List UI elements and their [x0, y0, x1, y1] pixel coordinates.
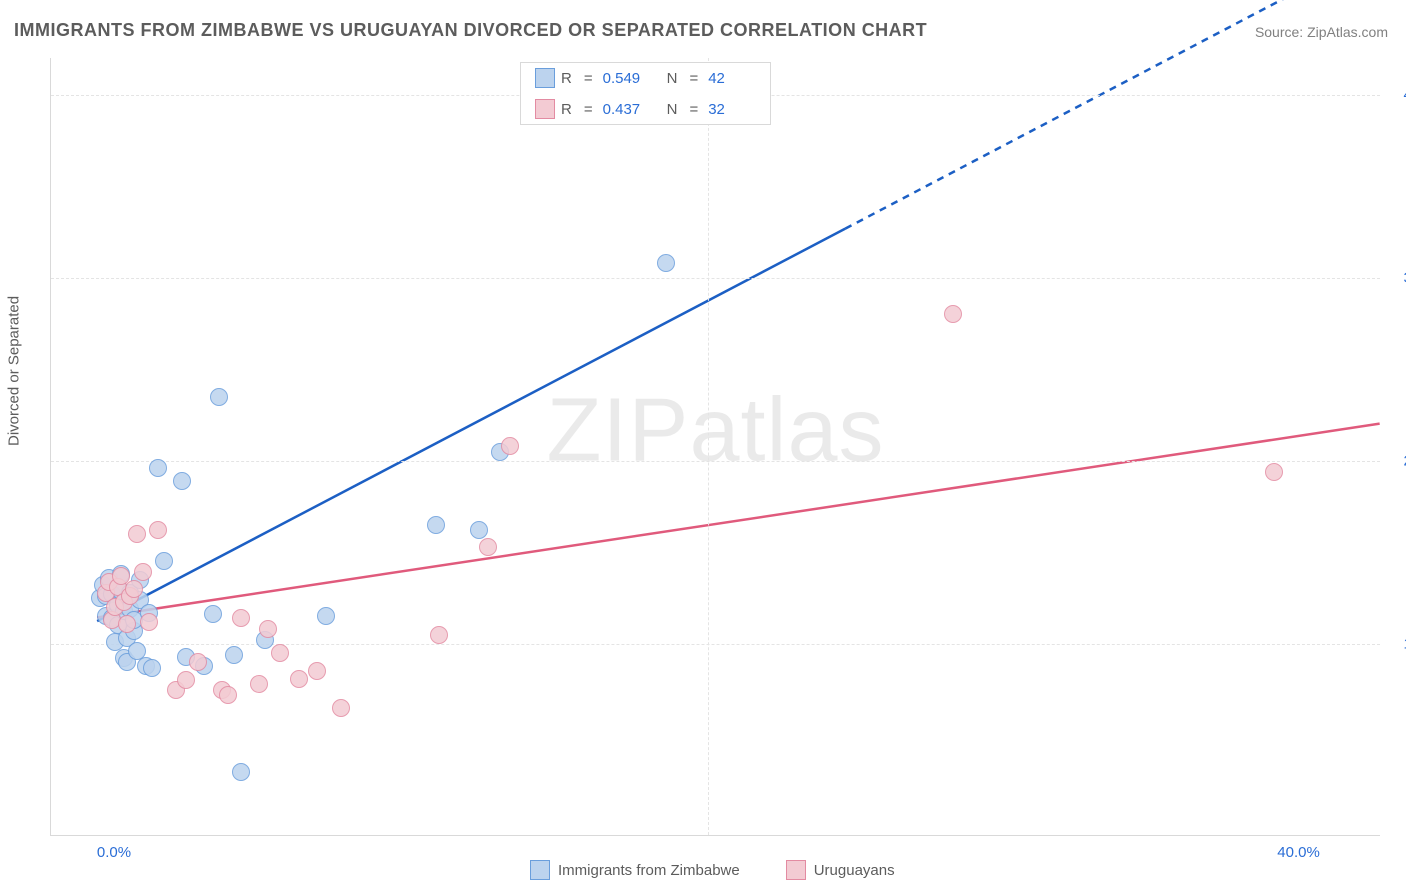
data-point-uruguay — [125, 580, 143, 598]
data-point-zimbabwe — [143, 659, 161, 677]
data-point-zimbabwe — [317, 607, 335, 625]
data-point-uruguay — [501, 437, 519, 455]
source-value: ZipAtlas.com — [1307, 24, 1388, 40]
legend-swatch — [535, 99, 555, 119]
data-point-zimbabwe — [210, 388, 228, 406]
source-label-text: Source: — [1255, 24, 1303, 40]
data-point-uruguay — [271, 644, 289, 662]
legend-n-value: 32 — [708, 101, 756, 118]
data-point-zimbabwe — [149, 459, 167, 477]
data-point-zimbabwe — [427, 516, 445, 534]
legend-r-label: R — [561, 101, 572, 118]
legend-stats-row-zimbabwe: R = 0.549 N = 42 — [521, 63, 770, 93]
trend-lines-layer — [51, 58, 1380, 835]
data-point-zimbabwe — [657, 254, 675, 272]
data-point-uruguay — [308, 662, 326, 680]
y-tick-label: 20.0% — [1386, 452, 1406, 469]
x-tick-label: 40.0% — [1277, 844, 1320, 861]
legend-r-value: 0.437 — [603, 101, 651, 118]
trend-line — [97, 229, 845, 621]
legend-n-label: N — [667, 70, 678, 87]
y-axis-label: Divorced or Separated — [6, 296, 23, 446]
data-point-uruguay — [232, 609, 250, 627]
chart-plot-area: ZIPatlas 10.0%20.0%30.0%40.0%0.0%40.0% — [50, 58, 1380, 836]
data-point-uruguay — [134, 563, 152, 581]
data-point-uruguay — [259, 620, 277, 638]
grid-line-h — [51, 461, 1380, 462]
legend-item-label: Uruguayans — [814, 862, 895, 879]
legend-series: Immigrants from Zimbabwe Uruguayans — [530, 860, 931, 880]
legend-stats: R = 0.549 N = 42 R = 0.437 N = 32 — [520, 62, 771, 125]
chart-title: IMMIGRANTS FROM ZIMBABWE VS URUGUAYAN DI… — [14, 20, 927, 41]
data-point-uruguay — [944, 305, 962, 323]
data-point-uruguay — [250, 675, 268, 693]
legend-swatch — [535, 68, 555, 88]
y-tick-label: 10.0% — [1386, 635, 1406, 652]
data-point-uruguay — [479, 538, 497, 556]
legend-n-value: 42 — [708, 70, 756, 87]
legend-r-value: 0.549 — [603, 70, 651, 87]
grid-line-v — [708, 58, 709, 835]
data-point-zimbabwe — [232, 763, 250, 781]
legend-n-label: N — [667, 101, 678, 118]
data-point-uruguay — [430, 626, 448, 644]
data-point-uruguay — [128, 525, 146, 543]
legend-swatch — [530, 860, 550, 880]
data-point-uruguay — [140, 613, 158, 631]
legend-swatch — [786, 860, 806, 880]
equals-icon: = — [584, 101, 593, 118]
data-point-uruguay — [177, 671, 195, 689]
y-tick-label: 30.0% — [1386, 269, 1406, 286]
x-tick-label: 0.0% — [97, 844, 131, 861]
y-tick-label: 40.0% — [1386, 86, 1406, 103]
legend-stats-row-uruguay: R = 0.437 N = 32 — [521, 93, 770, 124]
data-point-uruguay — [118, 615, 136, 633]
data-point-uruguay — [290, 670, 308, 688]
data-point-zimbabwe — [470, 521, 488, 539]
legend-item-zimbabwe: Immigrants from Zimbabwe — [530, 860, 740, 880]
data-point-uruguay — [219, 686, 237, 704]
legend-item-label: Immigrants from Zimbabwe — [558, 862, 740, 879]
data-point-zimbabwe — [225, 646, 243, 664]
data-point-zimbabwe — [173, 472, 191, 490]
grid-line-h — [51, 644, 1380, 645]
equals-icon: = — [689, 70, 698, 87]
data-point-uruguay — [332, 699, 350, 717]
data-point-uruguay — [1265, 463, 1283, 481]
data-point-uruguay — [189, 653, 207, 671]
grid-line-h — [51, 278, 1380, 279]
source-label: Source: ZipAtlas.com — [1255, 24, 1388, 40]
legend-r-label: R — [561, 70, 572, 87]
equals-icon: = — [689, 101, 698, 118]
data-point-zimbabwe — [204, 605, 222, 623]
data-point-uruguay — [149, 521, 167, 539]
equals-icon: = — [584, 70, 593, 87]
data-point-zimbabwe — [155, 552, 173, 570]
legend-item-uruguay: Uruguayans — [786, 860, 895, 880]
